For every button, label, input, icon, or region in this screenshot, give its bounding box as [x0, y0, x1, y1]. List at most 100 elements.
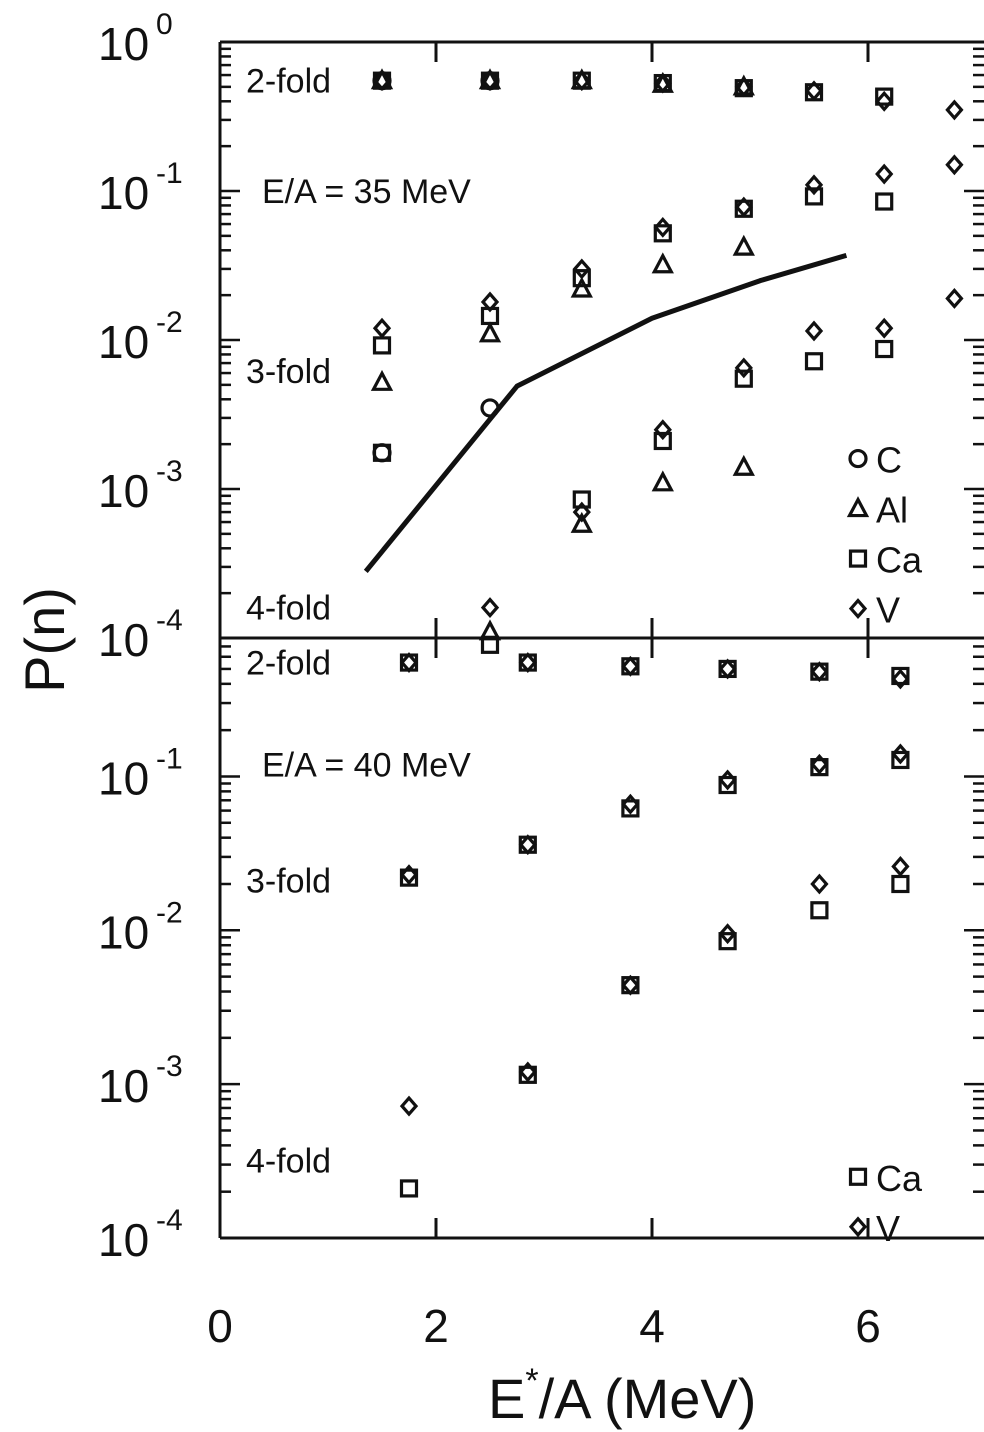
- top-energy-label: E/A = 35 MeV: [262, 173, 471, 211]
- top-point-V: [572, 258, 591, 280]
- bottom-point-V: [810, 753, 829, 775]
- top-point-V: [945, 99, 964, 121]
- bottom-point-V: [621, 974, 640, 996]
- x-tick-label: 2: [423, 1300, 449, 1352]
- bottom-series-Ca: [399, 653, 910, 1198]
- bottom-ytick-exponent: -2: [156, 896, 183, 929]
- bottom-point-Ca: [891, 666, 910, 686]
- x-tick-label: 0: [207, 1300, 233, 1352]
- bottom-point-Ca: [810, 901, 829, 920]
- top-point-V: [372, 70, 392, 92]
- bottom-series-V: [399, 652, 910, 1117]
- bottom-point-V: [891, 743, 910, 765]
- bottom-point-V: [518, 652, 537, 673]
- bottom-point-V: [891, 856, 910, 877]
- top-fold-label: 2-fold: [246, 63, 331, 101]
- bottom-fold-label: 3-fold: [246, 863, 331, 901]
- top-ytick-label: 10: [98, 316, 149, 368]
- top-ytick-label: 10: [98, 167, 149, 219]
- bottom-point-V: [718, 658, 737, 680]
- bottom-point-Ca: [718, 932, 737, 951]
- top-legend-marker-Ca: [848, 549, 868, 568]
- x-tick-label: 4: [639, 1300, 665, 1352]
- top-point-Al: [478, 321, 502, 343]
- top-point-Ca: [372, 336, 392, 355]
- bottom-point-V: [810, 661, 829, 683]
- bottom-legend-marker-Ca: [848, 1167, 868, 1186]
- top-point-Ca: [572, 490, 591, 509]
- top-point-Ca: [372, 443, 392, 462]
- bottom-point-Ca: [718, 775, 737, 795]
- top-point-V: [480, 291, 500, 313]
- top-point-V: [875, 90, 894, 112]
- top-point-V: [480, 70, 500, 92]
- top-point-V: [480, 597, 500, 619]
- bottom-point-V: [621, 793, 640, 815]
- top-ytick-exponent: 0: [156, 8, 173, 41]
- top-point-Ca: [875, 339, 894, 359]
- top-series-C: [372, 71, 500, 463]
- top-point-Al: [732, 234, 755, 256]
- top-legend-marker-C: [848, 448, 868, 469]
- bottom-legend-marker-V: [848, 1216, 868, 1238]
- top-ytick-label: 10: [98, 465, 149, 517]
- bottom-point-Ca: [891, 750, 910, 770]
- top-point-V: [372, 317, 392, 339]
- top-point-Ca: [653, 224, 672, 243]
- bottom-point-V: [621, 655, 640, 677]
- bottom-point-V: [718, 923, 737, 945]
- top-point-V: [875, 317, 894, 339]
- top-point-V: [804, 174, 824, 196]
- bottom-point-V: [518, 1061, 537, 1083]
- bottom-legend-label-V: V: [876, 1208, 900, 1249]
- x-tick-label: 6: [855, 1300, 881, 1352]
- top-point-V: [653, 216, 672, 238]
- top-fold-label: 4-fold: [246, 590, 331, 628]
- top-point-Ca: [875, 87, 894, 106]
- bottom-point-V: [518, 834, 537, 856]
- top-point-V: [804, 80, 824, 102]
- top-point-Ca: [734, 369, 753, 388]
- bottom-ytick-exponent: -4: [156, 1204, 183, 1237]
- bottom-point-Ca: [621, 799, 640, 818]
- bottom-ytick-label: 10: [98, 1060, 149, 1112]
- bottom-point-V: [399, 652, 419, 673]
- top-ytick-exponent: -3: [156, 455, 183, 488]
- top-point-Ca: [572, 269, 591, 288]
- top-ytick-exponent: -1: [156, 157, 183, 190]
- top-point-V: [804, 320, 824, 342]
- bottom-ytick-label: 10: [98, 906, 149, 958]
- top-point-Al: [651, 470, 674, 492]
- bottom-point-V: [399, 1095, 419, 1117]
- top-point-Al: [651, 252, 674, 274]
- bottom-ytick-label: 10: [98, 752, 149, 804]
- top-point-V: [734, 76, 753, 98]
- top-model-curve: [363, 252, 848, 573]
- top-point-Ca: [804, 187, 824, 206]
- top-point-V: [653, 72, 672, 94]
- bottom-point-Ca: [399, 868, 419, 887]
- bottom-fold-label: 4-fold: [246, 1142, 331, 1180]
- top-point-V: [734, 196, 753, 218]
- top-point-V: [945, 288, 964, 309]
- top-legend-label-V: V: [876, 590, 900, 631]
- top-series-Ca: [372, 71, 894, 654]
- y-axis-title: P(n): [13, 587, 76, 693]
- top-series-Al: [370, 68, 755, 641]
- top-point-Al: [370, 369, 394, 391]
- bottom-point-Ca: [399, 1179, 419, 1198]
- top-point-V: [945, 154, 964, 176]
- bottom-point-V: [399, 864, 419, 886]
- top-point-V: [734, 357, 753, 379]
- top-point-V: [653, 419, 672, 441]
- top-fold-label: 3-fold: [246, 353, 331, 391]
- top-point-C: [372, 443, 392, 463]
- top-point-Ca: [653, 431, 672, 451]
- top-legend-marker-Al: [846, 496, 870, 518]
- top-series-V: [372, 70, 964, 619]
- top-point-Al: [732, 454, 755, 476]
- bottom-ytick-exponent: -1: [156, 742, 183, 775]
